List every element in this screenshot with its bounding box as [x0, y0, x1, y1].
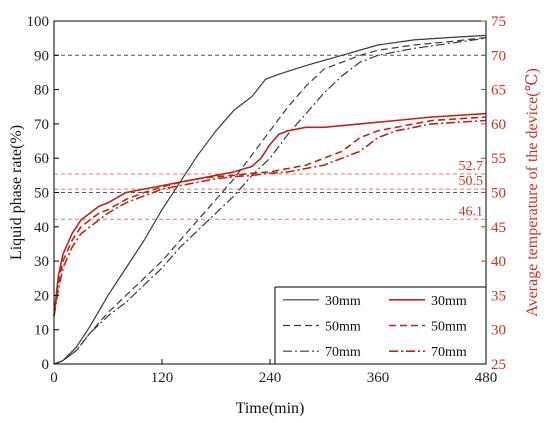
y-right-tick-label-35: 35 [491, 288, 506, 304]
reference-label-52.7: 52.7 [459, 159, 484, 174]
reference-label-46.1: 46.1 [459, 204, 484, 219]
legend-label-left-30mm: 30mm [325, 294, 361, 309]
y-right-tick-label-45: 45 [491, 220, 506, 236]
y-left-tick-label-50: 50 [34, 186, 49, 202]
series-line-left-50mm [53, 36, 487, 365]
x-tick-label-360: 360 [367, 370, 390, 386]
y-left-tick-label-80: 80 [34, 83, 49, 99]
reference-labels: 52.750.5 46.1 [459, 159, 484, 219]
y-right-tick-label-55: 55 [491, 151, 506, 167]
y-left-tick-label-90: 90 [34, 48, 49, 64]
y-left-tick-label-20: 20 [34, 288, 49, 304]
y-right-tick-label-60: 60 [491, 117, 506, 133]
reference-label-50.5: 50.5 [459, 174, 484, 189]
y-right-tick-label-30: 30 [491, 323, 506, 339]
y-right-tick-label-50: 50 [491, 186, 506, 202]
y-left-tick-label-60: 60 [34, 151, 49, 167]
y-right-tick-label-70: 70 [491, 48, 506, 64]
reference-lines [54, 54, 486, 220]
series-line-right-30mm [53, 112, 487, 317]
x-tick-label-480: 480 [475, 370, 498, 386]
tick-labels: 0 120 240 360 480010203040506070809010025303… [27, 14, 507, 386]
y-right-tick-label-65: 65 [491, 83, 506, 99]
legend-label-right-50mm: 50mm [431, 320, 467, 335]
series-line-right-70mm [53, 119, 487, 317]
y-right-tick-label-75: 75 [491, 14, 506, 30]
y-axis-left-title: Liquid phase rate(%) [8, 125, 25, 260]
x-axis-title: Time(min) [236, 400, 305, 417]
x-tick-label-0: 0 [50, 370, 58, 386]
y-left-tick-label-40: 40 [34, 220, 49, 236]
legend-label-right-30mm: 30mm [431, 294, 467, 309]
legend: 30mm 50mm 70mm 30mm 50mm 70mm [274, 286, 487, 365]
legend-label-left-50mm: 50mm [325, 320, 361, 335]
legend-label-left-70mm: 70mm [325, 345, 361, 360]
x-tick-label-120: 120 [151, 370, 174, 386]
series-group [53, 34, 487, 365]
y-left-tick-label-10: 10 [34, 323, 49, 339]
y-axis-right-title: Average temperature of the device(℃) [524, 68, 541, 317]
y-right-tick-label-25: 25 [491, 357, 506, 373]
y-left-tick-label-100: 100 [27, 14, 50, 30]
y-left-tick-label-70: 70 [34, 117, 49, 133]
x-tick-label-240: 240 [259, 370, 282, 386]
legend-label-right-70mm: 70mm [431, 345, 467, 360]
y-right-tick-label-40: 40 [491, 254, 506, 270]
y-left-tick-label-30: 30 [34, 254, 49, 270]
y-left-tick-label-0: 0 [42, 357, 50, 373]
series-line-left-30mm [53, 34, 487, 365]
series-line-left-70mm [53, 37, 487, 365]
series-line-right-50mm [53, 116, 487, 317]
